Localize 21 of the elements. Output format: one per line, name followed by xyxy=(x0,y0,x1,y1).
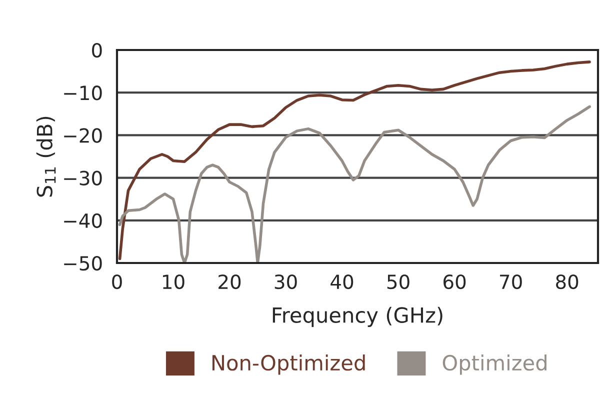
y-tick-label: −10 xyxy=(64,86,102,100)
x-tick-label: 50 xyxy=(387,274,410,290)
x-tick-label: 20 xyxy=(218,274,241,290)
y-tick-label: 0 xyxy=(92,42,102,58)
y-tick-label: −20 xyxy=(64,128,102,143)
y-tick-label: −40 xyxy=(64,213,102,228)
legend-label: Optimized xyxy=(442,354,546,375)
x-tick-label: 80 xyxy=(556,274,578,290)
y-tick-label: −50 xyxy=(64,256,102,271)
y-axis-title: S$_{11}$ (dB) xyxy=(36,116,56,197)
line-series xyxy=(118,105,591,263)
x-tick-label: 10 xyxy=(163,274,184,290)
x-tick-label: 30 xyxy=(274,274,297,290)
x-tick-label: 60 xyxy=(444,274,466,290)
legend-label: Non-Optimized xyxy=(212,354,365,375)
x-tick-label: 0 xyxy=(112,274,122,290)
line-series xyxy=(118,60,591,260)
y-tick-label: −30 xyxy=(64,170,102,186)
x-tick-label: 70 xyxy=(500,274,522,290)
x-axis-title: Frequency (GHz) xyxy=(272,306,442,327)
x-tick-label: 40 xyxy=(330,274,354,290)
